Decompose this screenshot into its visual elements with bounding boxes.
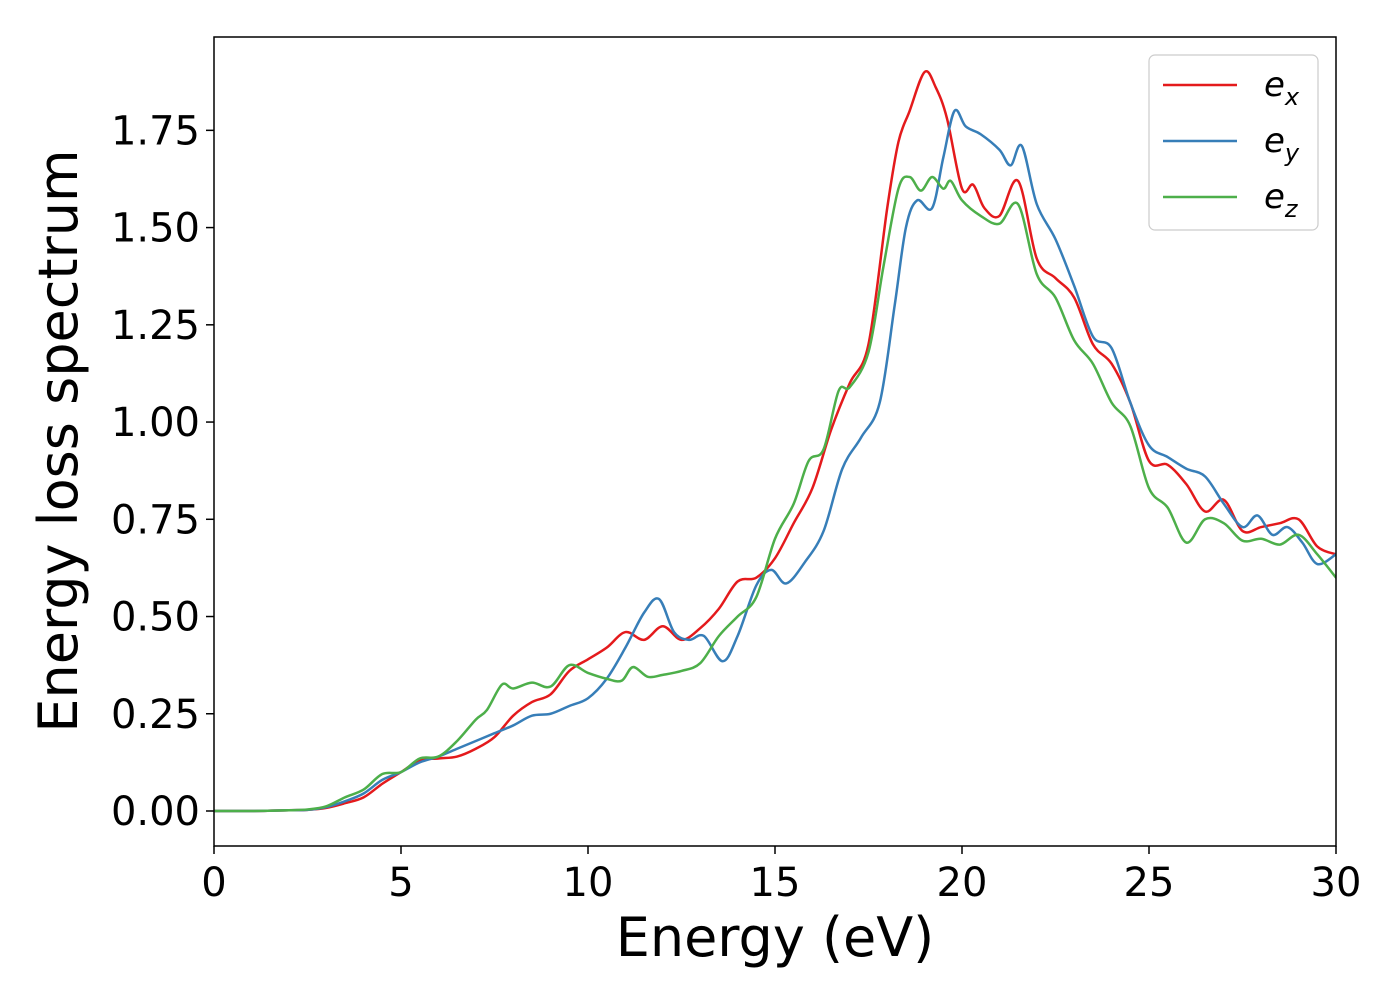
y-tick-label: 0.50 xyxy=(111,595,200,641)
x-tick-label: 20 xyxy=(937,860,988,906)
legend-label: ez xyxy=(1264,177,1299,223)
y-tick-label: 1.00 xyxy=(111,400,200,446)
y-tick-label: 1.75 xyxy=(111,108,200,154)
y-tick-label: 1.25 xyxy=(111,303,200,349)
legend-box xyxy=(1148,54,1319,231)
x-tick-label: 25 xyxy=(1124,860,1175,906)
y-tick-label: 0.25 xyxy=(111,692,200,738)
series-line-y xyxy=(214,108,1336,813)
x-tick-label: 5 xyxy=(388,860,413,906)
legend-entry-y: ey xyxy=(1163,121,1300,167)
series-line-x xyxy=(214,69,1336,813)
axis-ticks: 0 5 10 15 20 25 30 0.00 0.25 0.50 0.75 1.00 1.25 1.50… xyxy=(111,108,1362,906)
x-axis-label: Energy (eV) xyxy=(616,906,935,969)
legend-label: ey xyxy=(1264,121,1300,167)
legend-entry-z: ez xyxy=(1163,177,1299,223)
y-tick-label: 0.75 xyxy=(111,497,200,543)
legend: ex ey ez xyxy=(1148,54,1319,231)
y-axis-label: Energy loss spectrum xyxy=(27,149,90,732)
legend-label: ex xyxy=(1264,65,1300,111)
x-tick-label: 15 xyxy=(750,860,801,906)
y-tick-label: 0.00 xyxy=(111,789,200,835)
legend-entry-x: ex xyxy=(1163,65,1300,111)
x-tick-label: 30 xyxy=(1311,860,1362,906)
y-tick-label: 1.50 xyxy=(111,206,200,252)
series-layer xyxy=(214,69,1336,813)
series-line-z xyxy=(214,175,1336,813)
x-tick-label: 0 xyxy=(201,860,226,906)
x-tick-label: 10 xyxy=(563,860,614,906)
